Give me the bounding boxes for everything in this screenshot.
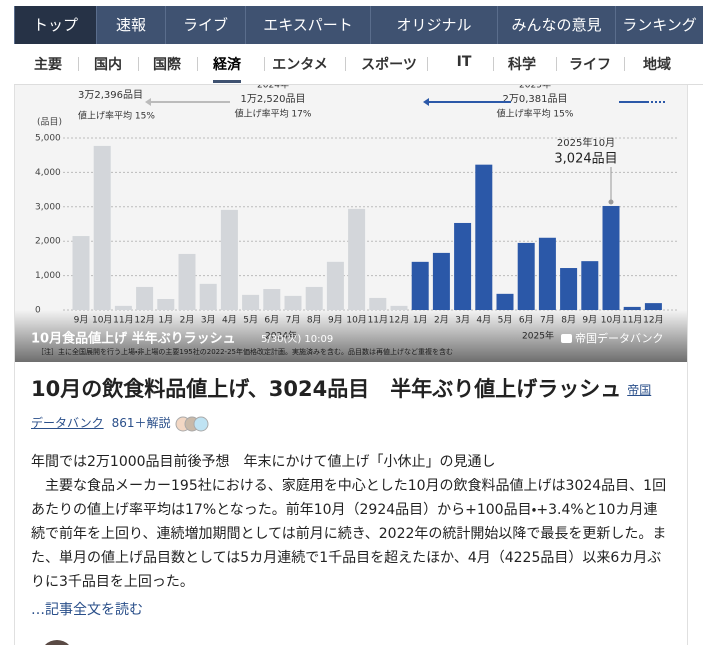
bar bbox=[220, 209, 238, 310]
summary: 年間では2万1000品目前後予想 年末にかけて値上げ「小休止」の見通し bbox=[31, 454, 496, 470]
annotation: 値上げ率平均 15% bbox=[497, 108, 574, 120]
expert-icons bbox=[175, 416, 209, 431]
bar bbox=[517, 242, 535, 310]
nav-tab[interactable]: ランキング bbox=[615, 6, 703, 44]
annotation: 3万2,396品目 bbox=[78, 89, 143, 101]
separator bbox=[623, 57, 625, 71]
photo-credit: 帝国データバンク bbox=[575, 331, 664, 345]
bar bbox=[454, 222, 472, 310]
separator bbox=[344, 57, 346, 71]
category-tab[interactable]: 経済 bbox=[213, 54, 241, 83]
y-tick-label: 2,000 bbox=[35, 237, 61, 247]
photo-date: 5/30(火) 10:09 bbox=[261, 333, 333, 345]
category-tab[interactable]: 主要 bbox=[34, 57, 62, 73]
nav-tab[interactable]: ライブ bbox=[165, 6, 245, 44]
bar bbox=[369, 297, 387, 310]
nav-tab[interactable]: トップ bbox=[14, 6, 96, 44]
category-tab[interactable]: 国際 bbox=[153, 57, 181, 73]
bar bbox=[581, 261, 599, 310]
nav-tab[interactable]: エキスパート bbox=[245, 6, 370, 44]
bar bbox=[263, 289, 281, 310]
bar bbox=[496, 293, 514, 310]
article-card: (品目)01,0002,0003,0004,0005,0009月10月11月12… bbox=[14, 85, 688, 645]
comment-count[interactable]: 861＋解説 bbox=[111, 416, 171, 430]
caption-overlay: 10月食品値上げ 半年ぶりラッシュ 5/30(火) 10:09 帝国データバンク bbox=[31, 331, 664, 347]
callout: 2025年10月 bbox=[557, 136, 615, 149]
separator bbox=[426, 57, 428, 71]
arrow-head bbox=[145, 98, 151, 106]
article-text: 年間では2万1000品目前後予想 年末にかけて値上げ「小休止」の見通し 主要な食… bbox=[31, 450, 671, 622]
arrow-head bbox=[423, 98, 429, 106]
category-tab[interactable]: 地域 bbox=[643, 57, 671, 73]
separator bbox=[78, 57, 79, 71]
body: 主要な食品メーカー195社における、家庭用を中心とした10月の飲食料品値上げは3… bbox=[31, 478, 667, 590]
read-more-link[interactable]: …記事全文を読む bbox=[31, 602, 143, 618]
photo-caption: 10月食品値上げ 半年ぶりラッシュ bbox=[31, 331, 236, 347]
bar bbox=[538, 237, 556, 310]
nav-tab[interactable]: みんなの意見 bbox=[497, 6, 615, 44]
article-image: (品目)01,0002,0003,0004,0005,0009月10月11月12… bbox=[15, 85, 687, 362]
caption-shade bbox=[15, 310, 687, 362]
category-tab[interactable]: ライフ bbox=[569, 57, 611, 73]
y-tick-label: 4,000 bbox=[35, 168, 61, 178]
separator bbox=[197, 57, 198, 71]
y-axis-label: (品目) bbox=[37, 117, 62, 128]
separator bbox=[556, 57, 557, 71]
nav-tab[interactable]: オリジナル bbox=[370, 6, 497, 44]
annotation: 2025年 bbox=[519, 85, 551, 91]
bar bbox=[644, 303, 662, 310]
category-tab[interactable]: スポーツ bbox=[361, 57, 417, 73]
bar bbox=[560, 268, 578, 310]
top-nav: トップ 速報 ライブ エキスパート オリジナル みんなの意見 ランキング bbox=[14, 6, 703, 44]
title-text[interactable]: 10月の飲食料品値上げ、3024品目 半年ぶり値上げラッシュ bbox=[31, 377, 622, 401]
category-tab[interactable]: IT bbox=[456, 54, 472, 70]
y-tick-label: 1,000 bbox=[35, 271, 61, 281]
separator bbox=[137, 57, 139, 71]
annotation: 1万2,520品目 bbox=[241, 93, 306, 105]
annotation: 値上げ率平均 15% bbox=[78, 110, 155, 122]
bar bbox=[242, 294, 260, 310]
avatar bbox=[44, 640, 70, 645]
bar bbox=[93, 145, 111, 310]
bar bbox=[623, 306, 641, 310]
y-tick-label: 3,000 bbox=[35, 202, 61, 212]
callout: 3,024品目 bbox=[554, 152, 617, 167]
category-tab[interactable]: 科学 bbox=[508, 57, 536, 73]
article-title: 10月の飲食料品値上げ、3024品目 半年ぶり値上げラッシュ 帝国データバンク 86… bbox=[31, 373, 661, 440]
bar bbox=[348, 208, 366, 310]
annotation: 2万0,381品目 bbox=[503, 93, 568, 105]
bar bbox=[199, 283, 217, 310]
separator bbox=[493, 57, 494, 71]
bar bbox=[390, 305, 408, 310]
annotation: 2024年 bbox=[257, 85, 289, 91]
category-nav: 主要 国内 国際 経済 エンタメ スポーツ IT 科学 ライフ 地域 bbox=[14, 44, 703, 85]
bar bbox=[475, 164, 493, 310]
category-tab[interactable]: エンタメ bbox=[272, 57, 328, 73]
bar bbox=[114, 305, 132, 310]
bar bbox=[178, 253, 196, 310]
bar bbox=[602, 205, 620, 310]
separator bbox=[263, 57, 265, 71]
callout-dot bbox=[608, 199, 614, 205]
bar bbox=[305, 286, 323, 310]
bar bbox=[284, 295, 302, 310]
bar bbox=[411, 261, 429, 310]
source-link[interactable]: 帝国データバンク bbox=[31, 382, 652, 431]
camera-icon bbox=[561, 334, 572, 343]
bar bbox=[157, 298, 175, 310]
nav-tab[interactable]: 速報 bbox=[96, 6, 165, 44]
y-tick-label: 5,000 bbox=[35, 134, 61, 144]
bar bbox=[326, 261, 344, 310]
bar bbox=[432, 252, 450, 310]
category-tab[interactable]: 国内 bbox=[94, 57, 122, 73]
bar bbox=[136, 286, 154, 310]
annotation: 値上げ率平均 17% bbox=[235, 108, 312, 120]
bar bbox=[72, 236, 90, 310]
